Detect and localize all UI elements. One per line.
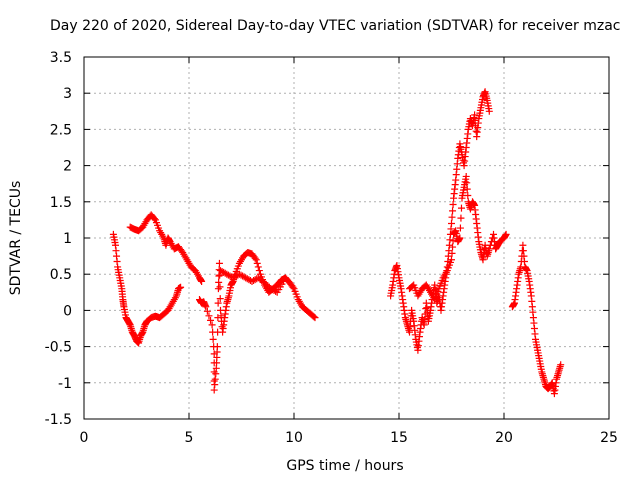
- series-arc-2: [126, 211, 206, 285]
- chart-title: Day 220 of 2020, Sidereal Day-to-day VTE…: [50, 18, 620, 34]
- y-tick-label: 2.5: [50, 122, 72, 138]
- data-point: [485, 245, 493, 253]
- data-point: [216, 295, 224, 303]
- data-point: [251, 254, 259, 262]
- data-point: [310, 313, 318, 321]
- data-point: [207, 316, 215, 324]
- x-tick-label: 15: [390, 430, 408, 446]
- data-point: [214, 299, 222, 307]
- data-point: [557, 361, 565, 369]
- data-point: [202, 303, 210, 311]
- data-point: [203, 307, 211, 315]
- data-point: [448, 213, 456, 221]
- data-point: [449, 243, 457, 251]
- data-point: [463, 179, 471, 187]
- data-point: [255, 267, 263, 275]
- series-arc-7: [508, 241, 565, 398]
- data-point: [209, 335, 217, 343]
- x-tick-label: 20: [495, 430, 513, 446]
- series-arc-6: [406, 172, 510, 304]
- data-point: [449, 201, 457, 209]
- data-point: [208, 321, 216, 329]
- data-point: [215, 278, 223, 286]
- data-point: [254, 263, 262, 271]
- y-tick-label: 2: [63, 159, 72, 175]
- y-tick-label: 3.5: [50, 50, 72, 66]
- data-point: [457, 214, 465, 222]
- x-tick-label: 25: [600, 430, 618, 446]
- data-point: [456, 234, 464, 242]
- data-point: [289, 283, 297, 291]
- data-point: [215, 259, 223, 267]
- data-point: [457, 204, 465, 212]
- data-point: [205, 312, 213, 320]
- x-tick-label: 10: [285, 430, 303, 446]
- series-arc-1: [109, 230, 185, 347]
- series-arc-5: [387, 88, 493, 354]
- data-point: [280, 277, 287, 285]
- data-point: [213, 343, 221, 351]
- data-point: [502, 230, 510, 238]
- data-point: [311, 314, 319, 322]
- y-tick-label: 0: [63, 303, 72, 319]
- data-point: [449, 207, 457, 215]
- data-point: [456, 224, 464, 232]
- data-point: [150, 215, 158, 223]
- x-tick-label: 5: [185, 430, 194, 446]
- y-tick-label: -1.5: [45, 412, 72, 428]
- series-arc-4: [217, 267, 287, 296]
- x-axis-label: GPS time / hours: [286, 458, 403, 474]
- data-point: [253, 259, 261, 267]
- x-tick-label: 0: [80, 430, 89, 446]
- series-arc-3: [196, 248, 319, 394]
- y-tick-label: 1.5: [50, 195, 72, 211]
- data-point: [448, 220, 455, 228]
- tick-labels: 0 5 10 15 20 25 -1.5 -1 -0.5 0 0.5 1 1.5 2 2.5 3 3.5: [45, 50, 618, 446]
- data-point: [198, 277, 206, 285]
- data-point: [485, 107, 493, 115]
- data-point: [252, 256, 260, 264]
- data-point: [215, 272, 223, 280]
- axis-ticks: [83, 56, 610, 420]
- data-point: [177, 283, 185, 291]
- y-tick-label: -0.5: [45, 340, 72, 356]
- data-point: [216, 271, 224, 279]
- data-point: [448, 256, 455, 264]
- y-axis-label: SDTVAR / TECUs: [8, 181, 24, 296]
- data-points: [109, 88, 565, 398]
- data-point: [464, 191, 472, 199]
- data-point: [216, 283, 224, 291]
- data-point: [448, 249, 456, 257]
- data-point: [462, 172, 470, 180]
- data-point: [463, 185, 471, 193]
- y-tick-label: 0.5: [50, 267, 72, 283]
- y-tick-label: 3: [63, 86, 72, 102]
- y-tick-label: -1: [58, 376, 72, 392]
- y-tick-label: 1: [63, 231, 72, 247]
